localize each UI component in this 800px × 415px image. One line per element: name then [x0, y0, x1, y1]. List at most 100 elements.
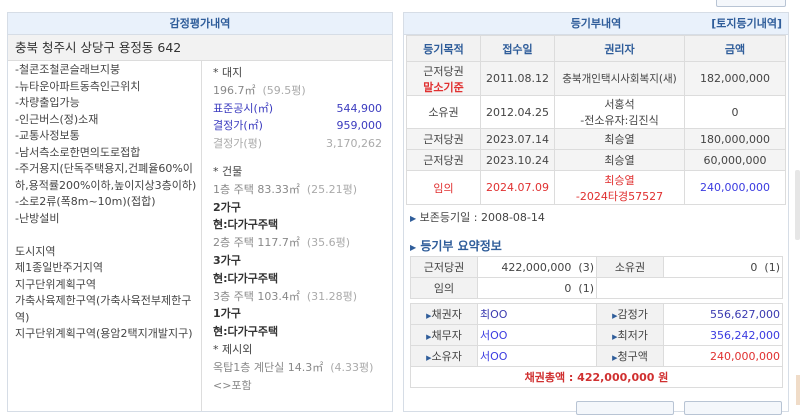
col-purpose: 등기목적: [406, 35, 481, 62]
side-banner: [796, 375, 800, 405]
value: 422,000,000 (3): [477, 256, 597, 278]
land-registry-link[interactable]: [토지등기내역]: [711, 17, 782, 30]
amount: 60,000,000: [684, 149, 786, 171]
land-header: * 대지: [213, 66, 243, 79]
decided-price: 결정가(㎡) 959,000: [213, 119, 382, 133]
empty-cell: [596, 277, 783, 299]
total-claim: 채권총액 : 422,000,000 원: [410, 366, 783, 388]
label: 근저당권: [410, 256, 478, 278]
party-row: ▶채권자 최OO ▶감정가 556,627,000: [410, 303, 783, 325]
purpose: 근저당권: [406, 149, 481, 171]
label: ▶소유자: [410, 345, 478, 367]
value: 서OO: [477, 345, 597, 367]
floor-units: 2가구: [213, 200, 241, 214]
note: 제1종일반주거지역: [15, 261, 103, 274]
party-row: ▶소유자 서OO ▶청구액 240,000,000: [410, 345, 783, 367]
date: 2012.04.25: [480, 95, 555, 129]
floor-line: 2층 주택 117.7㎡ (35.6평): [213, 236, 351, 250]
amount: 0: [684, 95, 786, 129]
holder: 충북개인택시사회복지(새): [554, 61, 685, 96]
amount: 240,000,000: [684, 170, 786, 205]
bullet-icon: ▶: [410, 214, 417, 223]
label: 소유권: [596, 256, 664, 278]
parties-table: ▶채권자 최OO ▶감정가 556,627,000 ▶채무자 서OO ▶최저가 …: [410, 303, 783, 388]
amount: 182,000,000: [684, 61, 786, 96]
note: -차량출입가능: [15, 96, 80, 109]
appraisal-details: * 대지 196.7㎡ (59.5평) 표준공시(㎡) 544,900 결정가(㎡…: [201, 61, 392, 411]
label: ▶감정가: [596, 303, 664, 325]
label: ▶청구액: [596, 345, 664, 367]
floor-current: 현:다가구주택: [213, 218, 279, 232]
value: 556,627,000: [663, 303, 783, 325]
note: 지구단위계획구역(용암2택지개발지구): [15, 327, 193, 340]
registry-title: 등기부내역 [토지등기내역]: [404, 13, 788, 35]
note: -난방설비: [15, 211, 60, 225]
registry-panel: 등기부내역 [토지등기내역] 등기목적 접수일 권리자 금액 근저당권 말소기준 …: [403, 12, 789, 415]
extra-line: 옥탑1층 계단실 14.3㎡ (4.33평): [213, 360, 374, 374]
preserve-date: ▶ 보존등기일 : 2008-08-14: [410, 211, 545, 224]
summary-row: 근저당권 422,000,000 (3) 소유권 0 (1): [410, 256, 783, 278]
col-amount: 금액: [684, 35, 786, 62]
note: -소로2류(폭8m~10m)(접합): [15, 195, 156, 208]
value: 최OO: [477, 303, 597, 325]
table-row: 근저당권 말소기준 2011.08.12 충북개인택시사회복지(새) 182,00…: [406, 61, 786, 96]
note: -주거용지(단독주택용지,건폐율60%이하,용적률200%이하,높이지상3층이하…: [15, 162, 197, 192]
table-header: 등기목적 접수일 권리자 금액: [406, 35, 786, 62]
extra-header: * 제시외: [213, 342, 253, 356]
date: 2023.07.14: [480, 128, 555, 150]
bullet-icon: ▶: [410, 243, 417, 252]
note: -철콘조철콘슬래브지붕: [15, 63, 121, 76]
land-area: 196.7㎡ (59.5평): [213, 83, 306, 97]
label: ▶최저가: [596, 324, 664, 346]
note: 도시지역: [15, 244, 56, 258]
scrollbar[interactable]: [795, 170, 800, 240]
label: ▶채권자: [410, 303, 478, 325]
party-row: ▶채무자 서OO ▶최저가 356,242,000: [410, 324, 783, 346]
col-date: 접수일: [480, 35, 555, 62]
holder: 서홍석 -전소유자:김진식: [554, 95, 685, 129]
date: 2023.10.24: [480, 149, 555, 171]
action-button-1[interactable]: [576, 401, 674, 415]
floor-current: 현:다가구주택: [213, 325, 279, 339]
table-row: 근저당권 2023.10.24 최승열 60,000,000: [406, 149, 786, 171]
purpose: 근저당권: [406, 128, 481, 150]
note: -뉴타운아파트동측인근위치: [15, 79, 141, 93]
floor-units: 1가구: [213, 307, 241, 321]
label: 임의: [410, 277, 478, 299]
note: -교통사정보통: [15, 129, 80, 142]
table-row: 소유권 2012.04.25 서홍석 -전소유자:김진식 0: [406, 95, 786, 129]
appraisal-panel: 감정평가내역 충북 청주시 상당구 용정동 642 -철콘조철콘슬래브지붕 -뉴…: [7, 12, 393, 412]
label: ▶채무자: [410, 324, 478, 346]
col-holder: 권리자: [554, 35, 685, 62]
date: 2024.07.09: [480, 170, 555, 205]
floor-line: 3층 주택 103.4㎡ (31.28평): [213, 289, 358, 303]
value: 0 (1): [663, 256, 783, 278]
appraisal-title: 감정평가내역: [8, 13, 392, 35]
extra-note: <>포함: [213, 378, 252, 392]
print-button[interactable]: [716, 0, 786, 7]
decided-price-pyeong: 결정가(평) 3,170,262: [213, 137, 382, 151]
note: 지구단위계획구역: [15, 277, 96, 291]
holder: 최승열: [554, 128, 685, 150]
note: -남서측소로한면의도로접합: [15, 145, 141, 159]
table-row: 임의 2024.07.09 최승열 -2024타경57527 240,000,00…: [406, 170, 786, 205]
registry-table: 등기목적 접수일 권리자 금액 근저당권 말소기준 2011.08.12 충북개인…: [406, 35, 786, 205]
summary-row: 임의 0 (1): [410, 277, 783, 299]
note: [15, 227, 201, 244]
floor-units: 3가구: [213, 253, 241, 267]
purpose: 임의: [406, 170, 481, 205]
value: 0 (1): [477, 277, 597, 299]
appraisal-notes: -철콘조철콘슬래브지붕 -뉴타운아파트동측인근위치 -차량출입가능 -인근버스(…: [8, 61, 201, 343]
floor-current: 현:다가구주택: [213, 271, 279, 285]
action-button-2[interactable]: [684, 401, 782, 415]
holder: 최승열 -2024타경57527: [554, 170, 685, 205]
property-address: 충북 청주시 상당구 용정동 642: [8, 35, 392, 61]
note: 가축사육제한구역(가축사육전부제한구역): [15, 294, 192, 324]
date: 2011.08.12: [480, 61, 555, 96]
floor-line: 1층 주택 83.33㎡ (25.21평): [213, 182, 358, 196]
summary-title: ▶ 등기부 요약정보: [410, 239, 502, 253]
building-header: * 건물: [213, 164, 243, 178]
table-row: 근저당권 2023.07.14 최승열 180,000,000: [406, 128, 786, 150]
summary-table: 근저당권 422,000,000 (3) 소유권 0 (1) 임의 0 (1): [410, 256, 783, 299]
value: 356,242,000: [663, 324, 783, 346]
